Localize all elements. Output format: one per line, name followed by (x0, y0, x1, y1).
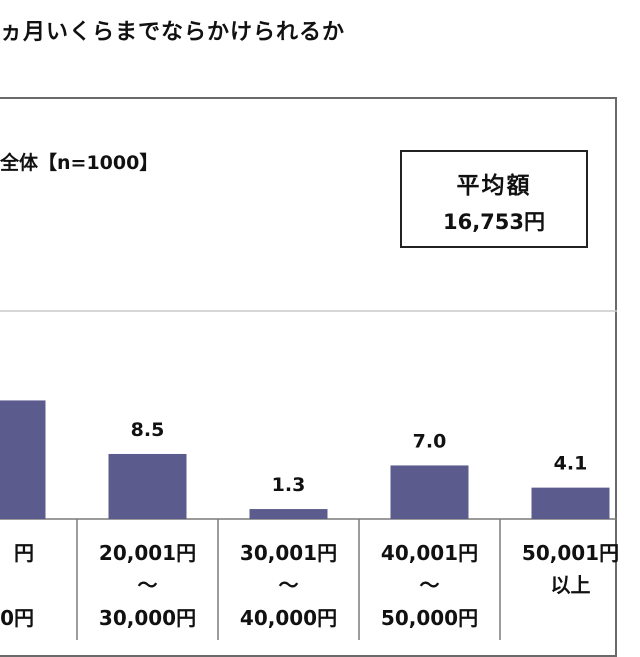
data-label-5: 4.1 (554, 453, 588, 475)
category-label-3-line-2: ～ (279, 573, 299, 597)
data-label-2: 8.5 (131, 419, 165, 441)
category-label-2-line-1: 20,001円 (99, 541, 196, 565)
bar-5 (531, 487, 610, 519)
bar-2 (108, 453, 187, 519)
average-label: 平均額 (456, 173, 532, 199)
bar-3 (249, 509, 328, 519)
category-label-2-line-3: 30,000円 (99, 606, 196, 630)
category-label-3-line-3: 40,000円 (240, 606, 337, 630)
category-label-3-line-1: 30,001円 (240, 541, 337, 565)
category-label-4-line-3: 50,000円 (381, 606, 478, 630)
bar-1 (0, 400, 46, 519)
category-label-2-line-2: ～ (138, 573, 158, 597)
data-label-3: 1.3 (272, 474, 306, 496)
chart-subtitle: 全体【n=1000】 (0, 152, 159, 174)
bar-chart: 円 0円 8.5 20,001円 ～ 30,000円 1.3 30,001円 ～ 40,000円 7… (0, 310, 619, 640)
category-label-4-line-2: ～ (420, 573, 440, 597)
category-label-5-line-1: 50,001円 (522, 541, 619, 565)
category-label-1-line-3: 0円 (0, 606, 34, 630)
category-label-1-line-1: 円 (14, 541, 34, 565)
chart-title: ヵ月いくらまでならかけられるか (0, 20, 346, 45)
category-label-4-line-1: 40,001円 (381, 541, 478, 565)
average-value: 16,753円 (442, 210, 546, 234)
category-label-5-line-2: 以上 (551, 573, 591, 597)
average-box: 平均額 16,753円 (400, 150, 588, 248)
data-label-4: 7.0 (413, 430, 447, 452)
bar-4 (390, 465, 469, 519)
